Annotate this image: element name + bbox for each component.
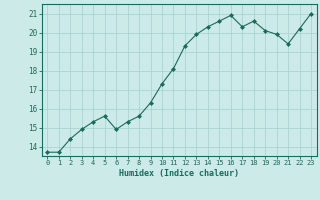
X-axis label: Humidex (Indice chaleur): Humidex (Indice chaleur) <box>119 169 239 178</box>
